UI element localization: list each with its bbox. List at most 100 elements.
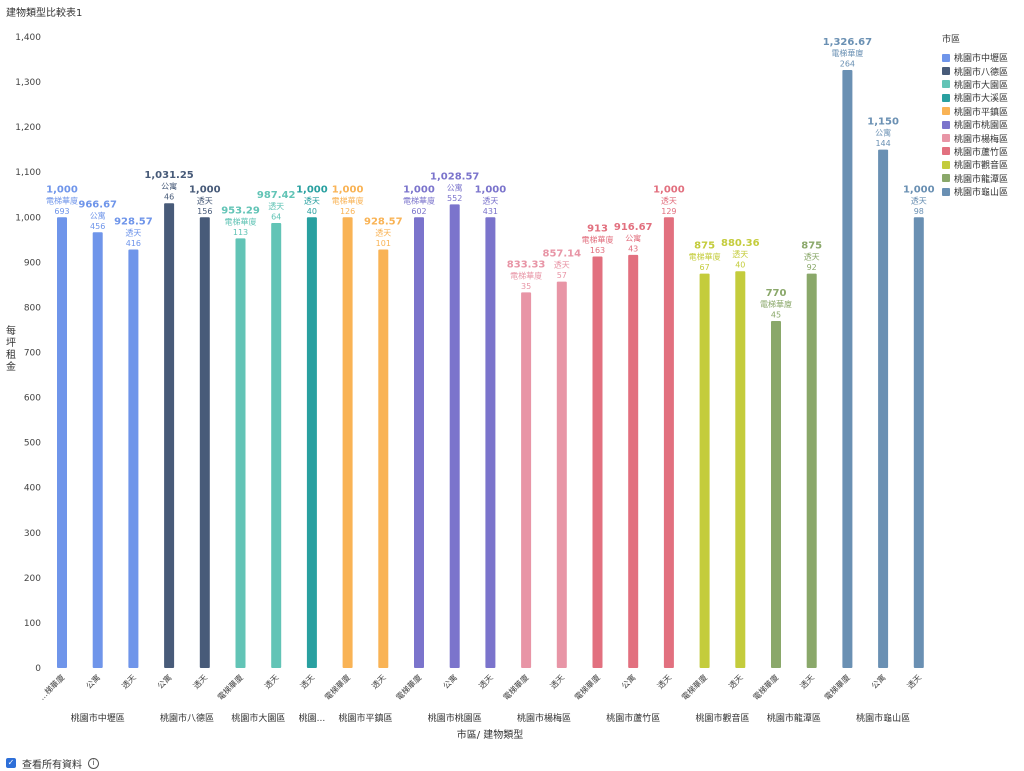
bar[interactable] [485, 217, 496, 669]
legend-item[interactable]: 桃園市觀音區 [942, 158, 1008, 171]
bar-value-label: 928.57 [364, 216, 403, 227]
bar[interactable] [878, 149, 889, 668]
bar-category-label: 透天 [732, 250, 748, 259]
x-group-label: 桃園市觀音區 [695, 712, 749, 724]
legend-item[interactable]: 桃園市大溪區 [942, 91, 1008, 104]
x-tick-label: 透天 [120, 673, 138, 691]
bar-count-label: 456 [90, 222, 105, 231]
legend-item[interactable]: 桃園市平鎮區 [942, 105, 1008, 118]
legend-item[interactable]: 桃園市八德區 [942, 64, 1008, 78]
bar-count-label: 416 [126, 239, 141, 248]
bar[interactable] [306, 217, 317, 669]
view-all-data-toggle[interactable]: ✓ 查看所有資料 i [6, 756, 99, 771]
x-tick-label: 電梯華廈 [679, 672, 709, 702]
bar[interactable] [271, 222, 282, 669]
x-tick-label: 公寓 [441, 672, 459, 690]
view-all-checkbox[interactable]: ✓ [6, 758, 16, 768]
bar[interactable] [699, 273, 710, 668]
bar[interactable] [342, 217, 353, 669]
y-tick-label: 1,400 [15, 33, 41, 43]
y-tick-label: 300 [24, 529, 41, 539]
bar[interactable] [414, 217, 424, 669]
legend-item[interactable]: 桃園市蘆竹區 [942, 145, 1008, 158]
bar[interactable] [92, 232, 103, 668]
bar-value-label: 1,000 [296, 184, 328, 195]
x-tick-label: 透天 [263, 673, 281, 691]
bar-category-label: 電梯華廈 [46, 195, 78, 205]
legend-item[interactable]: 桃園市楊梅區 [942, 131, 1009, 145]
x-tick-label: 透天 [192, 673, 210, 691]
y-tick-label: 1,000 [15, 213, 41, 223]
bar-value-label: 1,000 [903, 184, 935, 195]
legend-item[interactable]: 桃園市大園區 [942, 78, 1008, 91]
bar-category-label: 透天 [375, 228, 391, 237]
bar[interactable] [735, 271, 746, 668]
bar-value-label: 1,000 [332, 184, 364, 195]
bar-value-label: 1,000 [189, 184, 221, 195]
bar[interactable] [449, 204, 460, 668]
bar-category-label: 電梯華廈 [582, 234, 614, 244]
legend-swatch [942, 134, 950, 143]
legend-swatch [942, 187, 950, 196]
bar-category-label: 電梯華廈 [225, 216, 257, 226]
bar[interactable] [913, 217, 924, 669]
bar[interactable] [663, 217, 674, 669]
x-group-label: 桃園市龜山區 [856, 712, 910, 724]
legend-item[interactable]: 桃園市中壢區 [942, 51, 1008, 64]
bar[interactable] [57, 217, 67, 669]
legend-swatch [942, 93, 950, 102]
bar-value-label: 1,000 [403, 184, 435, 195]
legend-label: 桃園市龍潭區 [954, 174, 1009, 185]
y-tick-label: 0 [35, 664, 41, 674]
bar[interactable] [521, 292, 532, 668]
bar-category-label: 透天 [482, 196, 498, 205]
bar-value-label: 833.33 [507, 259, 546, 270]
bar-category-label: 電梯華廈 [332, 195, 364, 205]
info-icon[interactable]: i [88, 757, 99, 769]
bar-value-label: 1,028.57 [430, 171, 479, 182]
bar[interactable] [164, 203, 175, 668]
bar[interactable] [771, 320, 781, 668]
bar-category-label: 公寓 [161, 181, 177, 191]
bar[interactable] [556, 281, 567, 668]
x-tick-label: 電梯華廈 [215, 672, 245, 702]
legend-label: 桃園市龜山區 [954, 188, 1009, 199]
x-tick-label: 電梯華廈 [822, 672, 852, 702]
x-group-label: 桃園市八德區 [160, 712, 214, 724]
x-tick-label: 電梯華廈 [394, 672, 424, 702]
bar-value-label: 1,150 [867, 117, 899, 128]
bar-value-label: 1,326.67 [823, 37, 872, 48]
bar-category-label: 公寓 [447, 182, 463, 192]
bar-chart: 0 100 200 300 400 500 600 700 800 900 1,000 1,100 1,… [6, 33, 935, 741]
legend-swatch [942, 53, 950, 62]
bar-category-label: 電梯華廈 [403, 195, 435, 205]
legend-swatch [942, 67, 950, 76]
legend-label: 桃園市楊梅區 [954, 134, 1009, 145]
bar[interactable] [235, 238, 246, 669]
bar[interactable] [628, 254, 639, 668]
x-tick-label: 透天 [299, 673, 317, 691]
bar-value-label: 953.29 [221, 205, 260, 216]
bar[interactable] [806, 273, 817, 668]
legend-label: 桃園市桃園區 [954, 121, 1009, 132]
bar-category-label: 電梯華廈 [760, 299, 792, 309]
y-tick-label: 100 [24, 619, 41, 629]
legend-item[interactable]: 桃園市龜山區 [942, 185, 1008, 198]
bar[interactable] [199, 217, 210, 669]
bar-category-label: 電梯華廈 [510, 270, 542, 280]
legend-item[interactable]: 桃園市桃園區 [942, 118, 1008, 131]
y-tick-label: 1,100 [15, 168, 41, 178]
legend-item[interactable]: 桃園市龍潭區 [942, 172, 1008, 185]
bar[interactable] [128, 249, 139, 669]
bar-value-label: 875 [694, 241, 715, 252]
bar-category-label: 透天 [804, 253, 820, 262]
bar-count-label: 98 [914, 207, 924, 216]
bar-count-label: 144 [875, 139, 890, 148]
bar-value-label: 770 [766, 288, 787, 299]
bar[interactable] [378, 249, 389, 669]
bar[interactable] [592, 256, 603, 668]
x-tick-label: 透天 [477, 673, 495, 691]
bar[interactable] [842, 70, 853, 668]
bar-count-label: 431 [483, 207, 498, 216]
bar-value-label: 1,000 [653, 184, 685, 195]
